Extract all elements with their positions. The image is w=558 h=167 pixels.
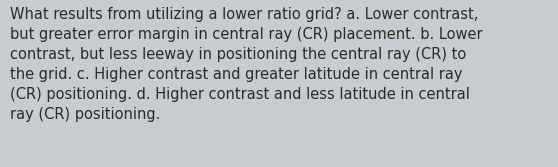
Text: What results from utilizing a lower ratio grid? a. Lower contrast,
but greater e: What results from utilizing a lower rati…: [10, 7, 483, 122]
